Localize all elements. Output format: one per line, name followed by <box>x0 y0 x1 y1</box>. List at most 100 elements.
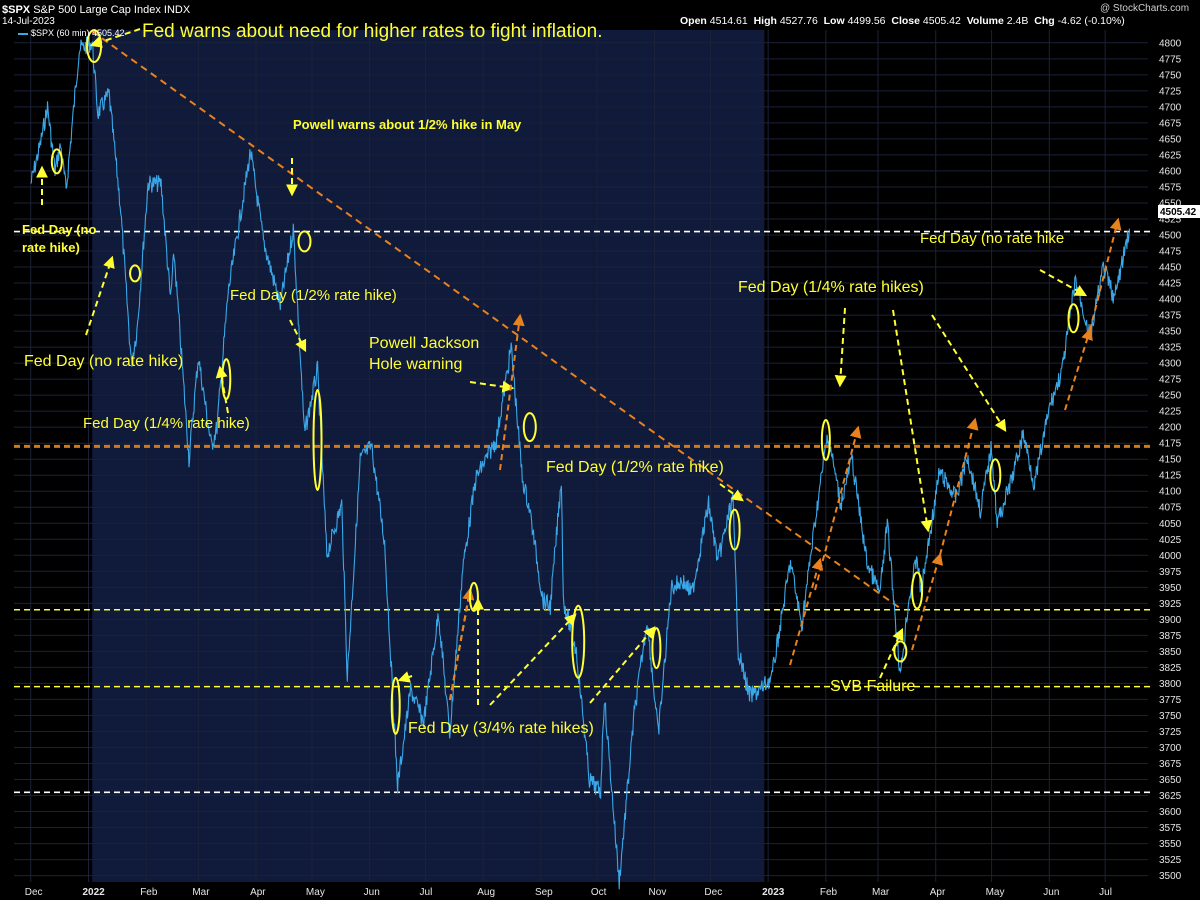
x-tick-label: Feb <box>140 887 158 898</box>
ann-powell-may: Powell warns about 1/2% hike in May <box>293 117 522 132</box>
rally-arrow <box>911 552 944 651</box>
x-tick-label: Mar <box>192 887 210 898</box>
price-line <box>30 36 1130 890</box>
annotation-labels: Fed warns about need for higher rates to… <box>22 21 1064 737</box>
y-tick-label: 4200 <box>1159 423 1182 434</box>
downtrend-line <box>91 30 903 611</box>
y-tick-label: 4675 <box>1159 118 1182 129</box>
ann-fed-three-quarter: Fed Day (3/4% rate hikes) <box>408 720 594 737</box>
fed-day-marker <box>1067 303 1080 334</box>
y-tick-label: 3925 <box>1159 599 1182 610</box>
y-tick-label: 3600 <box>1159 807 1182 818</box>
fed-day-marker <box>893 640 908 663</box>
annotation-arrow <box>589 626 656 704</box>
rally-arrow <box>1089 217 1122 331</box>
x-tick-label: Nov <box>649 887 667 898</box>
rally-arrow <box>499 313 525 471</box>
last-price-text: 4505.42 <box>1160 207 1197 218</box>
fed-day-marker <box>221 358 232 401</box>
fed-day-marker <box>728 508 741 551</box>
x-tick-label: Aug <box>477 887 495 898</box>
y-tick-label: 4775 <box>1159 54 1182 65</box>
y-tick-label: 4125 <box>1159 471 1182 482</box>
ann-fed-half-dec: Fed Day (1/2% rate hike) <box>546 459 724 476</box>
fed-day-marker <box>651 627 662 670</box>
chart-date: 14-Jul-2023 <box>2 16 55 27</box>
x-tick-label: 2022 <box>82 887 105 898</box>
high-value: 4527.76 <box>779 15 818 27</box>
x-tick-label: Apr <box>250 887 266 898</box>
low-label: Low <box>823 15 845 27</box>
series-legend: $SPX (60 min) 4505.42 <box>18 28 125 38</box>
x-axis-ticks: Dec 2022 Feb Mar Apr May Jun Jul Aug Sep Oct Nov Dec… <box>25 887 1112 898</box>
y-tick-label: 3850 <box>1159 647 1182 658</box>
rally-arrow <box>449 587 475 701</box>
annotation-arrow <box>892 309 933 533</box>
y-tick-label: 3550 <box>1159 839 1182 850</box>
symbol: $SPX <box>2 4 31 16</box>
x-tick-label: May <box>986 887 1005 898</box>
x-tick-label: May <box>306 887 325 898</box>
y-tick-label: 3650 <box>1159 775 1182 786</box>
fed-day-marker <box>129 264 142 283</box>
ann-fed-no-hike-jun: Fed Day (no rate hike <box>920 230 1064 247</box>
annotation-arrow <box>85 255 115 336</box>
y-tick-label: 4800 <box>1159 38 1182 49</box>
low-value: 4499.56 <box>847 15 886 27</box>
y-tick-label: 4450 <box>1159 263 1182 274</box>
y-tick-label: 4525 <box>1159 214 1182 225</box>
y-tick-label: 4425 <box>1159 279 1182 290</box>
x-tick-label: Jun <box>1043 887 1059 898</box>
y-tick-label: 3975 <box>1159 567 1182 578</box>
y-tick-label: 4700 <box>1159 102 1182 113</box>
annotation-arrow <box>289 319 307 353</box>
fed-day-marker <box>820 418 831 461</box>
fed-day-marker <box>989 458 1002 493</box>
fed-day-marker <box>571 604 586 679</box>
ohlc-readout: Open 4514.61 High 4527.76 Low 4499.56 Cl… <box>680 15 1125 27</box>
annotation-arrow <box>469 380 515 393</box>
legend-swatch <box>18 32 28 35</box>
fed-day-marker <box>468 581 479 612</box>
x-tick-label: Oct <box>591 887 607 898</box>
x-tick-label: Jun <box>364 887 380 898</box>
ann-svb-failure: SVB Failure <box>830 678 915 695</box>
annotation-arrow <box>834 307 847 388</box>
y-tick-label: 3750 <box>1159 711 1182 722</box>
fed-day-marker <box>50 148 63 175</box>
volume-label: Volume <box>966 15 1004 27</box>
legend-label: $SPX (60 min) 4505.42 <box>31 28 125 38</box>
y-tick-label: 4725 <box>1159 86 1182 97</box>
y-tick-label: 3725 <box>1159 727 1182 738</box>
rally-arrow <box>1064 327 1093 411</box>
ann-fed-quarter-2023: Fed Day (1/4% rate hikes) <box>738 279 924 296</box>
x-tick-label: Dec <box>25 887 43 898</box>
y-tick-label: 4550 <box>1159 198 1182 209</box>
chg-value: -4.62 (-0.10%) <box>1057 15 1125 27</box>
y-tick-label: 4225 <box>1159 407 1182 418</box>
volume-value: 2.4B <box>1006 15 1029 27</box>
ann-jackson-hole-a: Powell Jackson <box>369 335 479 352</box>
x-tick-label: Apr <box>930 887 946 898</box>
y-tick-label: 3825 <box>1159 663 1182 674</box>
annotation-arrow <box>931 314 1007 433</box>
annotation-arrow <box>879 627 904 679</box>
y-tick-label: 4300 <box>1159 359 1182 370</box>
y-tick-label: 4575 <box>1159 182 1182 193</box>
y-tick-label: 4000 <box>1159 551 1182 562</box>
fed-day-marker <box>911 571 924 610</box>
grid-lines <box>14 30 1148 882</box>
y-tick-label: 4500 <box>1159 230 1182 241</box>
annotation-arrow <box>397 671 413 683</box>
y-tick-label: 3575 <box>1159 823 1182 834</box>
x-tick-label: Feb <box>820 887 838 898</box>
exchange: INDX <box>163 4 191 16</box>
ann-fed-no-hike-1a: Fed Day (no <box>22 222 96 237</box>
y-tick-label: 3800 <box>1159 679 1182 690</box>
price-series <box>30 36 1130 890</box>
y-tick-label: 3775 <box>1159 695 1182 706</box>
x-tick-label: Jul <box>1099 887 1112 898</box>
x-tick-label: Dec <box>704 887 722 898</box>
y-tick-label: 3525 <box>1159 855 1182 866</box>
y-tick-label: 4100 <box>1159 487 1182 498</box>
